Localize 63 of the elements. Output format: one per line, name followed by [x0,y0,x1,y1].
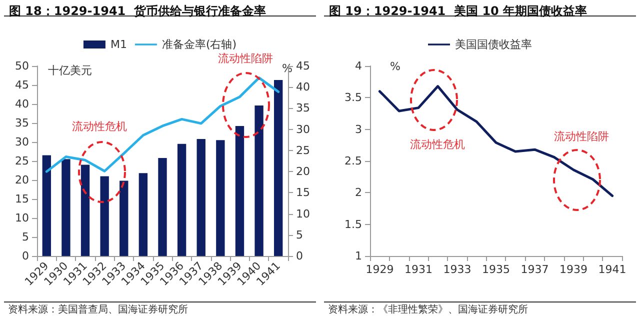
annotation: 流动性陷阱 [554,130,609,143]
annotation: 十亿美元 [48,64,92,77]
chart-title: 图 19：1929-1941 美国 10 年期国债收益率 [329,4,588,18]
y-tick-label: 0 [22,250,29,262]
text: 资料来源：美国普查局、国海证券研究所 [8,304,188,316]
y-tick-label: 15 [15,192,29,206]
chart-title: 图 18：1929-1941 货币供给与银行准备金率 [9,4,266,18]
bar [196,138,206,256]
y-tick-label: 1.5 [344,218,362,231]
y-tick-label: 45 [15,78,29,92]
y-tick-label: 30 [15,136,29,148]
y-tick-label: 25 [15,154,29,168]
y2-tick-label: 45 [296,60,310,72]
bar [62,159,70,256]
annotation: % [390,60,400,73]
y2-tick-label: 10 [296,207,310,220]
y-tick-label: 5 [22,230,29,244]
y-tick-label: 2 [355,186,362,200]
y2-tick-label: 20 [296,165,310,178]
y2-tick-label: 35 [296,102,310,115]
y-tick-label: 10 [15,212,29,224]
x-tick-label: 1933 [443,263,472,276]
y-tick-label: 3.5 [344,91,362,104]
y2-tick-label: 25 [296,144,310,157]
annotation: 流动性危机 [410,138,465,151]
x-tick-label: 1941 [598,263,626,276]
legend-label: 美国国债收益率 [455,38,532,51]
y-tick-label: 4 [355,60,362,72]
y-tick-label: 20 [15,174,29,186]
legend-label: M1 [110,38,127,51]
y2-tick-label: 40 [296,80,310,94]
bar [100,176,109,256]
bar [158,158,167,256]
text: 资料来源：《非理性繁荣》、国海证券研究所 [328,304,528,316]
x-tick-label: 1929 [366,263,394,276]
bar [254,106,264,256]
y-tick-label: 3 [355,122,362,136]
y2-tick-label: 5 [296,228,303,242]
y-tick-label: 2.5 [344,154,362,168]
y-tick-label: 40 [15,98,29,110]
y2-tick-label: 30 [296,122,310,136]
x-tick-label: 1931 [404,263,432,276]
legend-label: 准备金率(右轴) [162,38,237,51]
bar [80,164,90,256]
bar [138,173,148,256]
bar [216,140,225,256]
line-series [378,85,614,198]
y2-tick-label: 15 [296,186,310,200]
x-tick-label: 1935 [482,263,510,276]
bar [120,180,128,256]
bar [42,155,51,256]
bar [177,144,186,256]
x-tick-label: 1937 [520,263,549,276]
y-tick-label: 50 [15,60,29,72]
text: 流动性陷阱 [218,52,273,65]
x-tick-label: 1939 [560,263,588,276]
annotation: 流动性危机 [72,120,127,133]
y2-tick-label: 0 [296,250,303,262]
y-tick-label: 1 [355,250,362,262]
line-series [45,76,280,173]
bar [274,80,283,256]
y-tick-label: 35 [15,116,29,130]
bar [235,126,244,256]
